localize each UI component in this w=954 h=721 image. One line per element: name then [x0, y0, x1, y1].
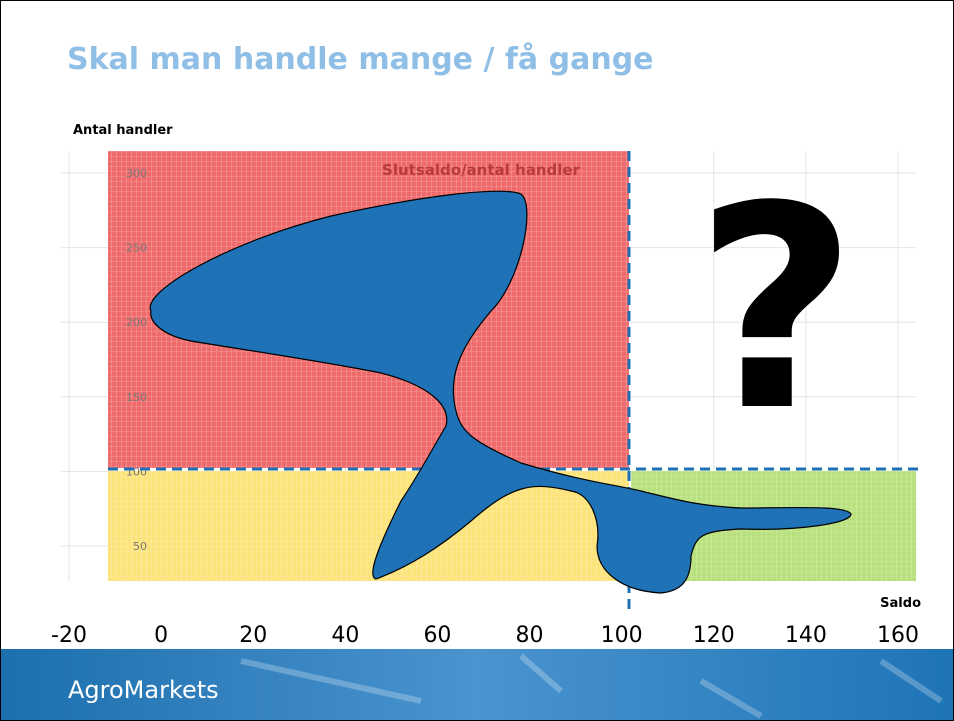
x-tick-label: 20 [239, 623, 267, 648]
x-axis-label: Saldo [880, 596, 921, 611]
y-tick-label: 300 [126, 167, 147, 180]
y-axis-label: Antal handler [73, 123, 173, 138]
y-tick-label: 100 [126, 465, 147, 478]
y-tick-label: 250 [126, 242, 147, 255]
x-tick-label: 120 [693, 623, 735, 648]
brand: AgroMarkets [68, 676, 219, 704]
question-mark: ? [695, 147, 857, 473]
slide-canvas: Skal man handle mange / få gange Antal h… [1, 1, 953, 720]
x-tick-label: 60 [423, 623, 451, 648]
y-tick-label: 150 [126, 391, 147, 404]
x-tick-label: 160 [877, 623, 919, 648]
x-tick-label: 140 [785, 623, 827, 648]
y-tick-label: 50 [133, 540, 147, 553]
inner-title: Slutsaldo/antal handler [382, 161, 580, 179]
x-ticks: -20 0 20 40 60 80 100 120 140 160 [51, 623, 919, 648]
x-tick-label: 100 [601, 623, 643, 648]
slide: Skal man handle mange / få gange Antal h… [0, 0, 954, 721]
x-tick-label: -20 [51, 623, 87, 648]
slide-title: Skal man handle mange / få gange [67, 41, 654, 77]
x-tick-label: 80 [516, 623, 544, 648]
x-tick-label: 0 [154, 623, 168, 648]
y-tick-label: 200 [126, 316, 147, 329]
x-tick-label: 40 [331, 623, 359, 648]
